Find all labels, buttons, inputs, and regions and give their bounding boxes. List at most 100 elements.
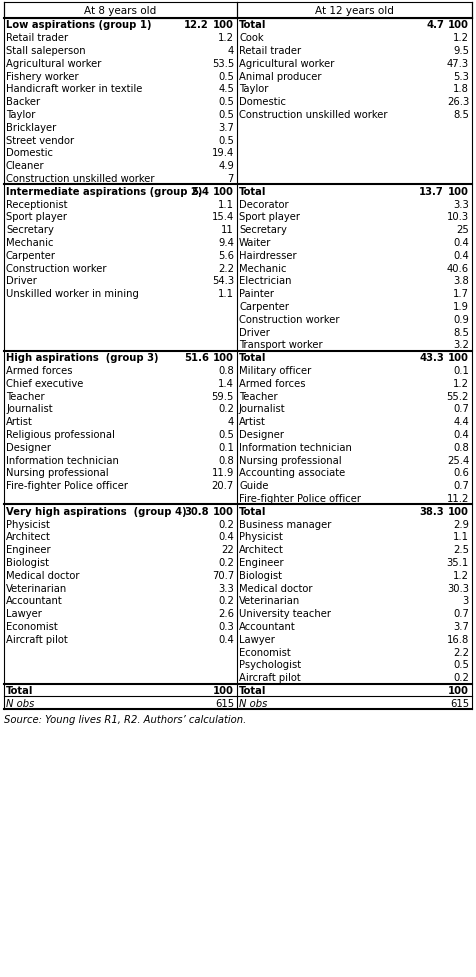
Text: 47.3: 47.3: [447, 59, 469, 68]
Text: Stall saleperson: Stall saleperson: [6, 46, 86, 56]
Text: Accountant: Accountant: [239, 621, 296, 631]
Text: 3.7: 3.7: [453, 621, 469, 631]
Text: Artist: Artist: [6, 417, 33, 427]
Text: 0.7: 0.7: [453, 609, 469, 618]
Text: 100: 100: [448, 685, 469, 696]
Text: 0.4: 0.4: [453, 430, 469, 440]
Text: 9.4: 9.4: [218, 237, 234, 248]
Text: Mechanic: Mechanic: [6, 237, 53, 248]
Text: 0.4: 0.4: [218, 531, 234, 542]
Text: 100: 100: [213, 685, 234, 696]
Text: 2.5: 2.5: [453, 544, 469, 555]
Text: Carpenter: Carpenter: [239, 302, 289, 312]
Text: 26.3: 26.3: [447, 97, 469, 107]
Text: 3.8: 3.8: [453, 276, 469, 286]
Text: Teacher: Teacher: [6, 391, 45, 402]
Text: 0.5: 0.5: [218, 71, 234, 81]
Text: 0.4: 0.4: [218, 634, 234, 644]
Text: 1.1: 1.1: [218, 289, 234, 299]
Text: 0.2: 0.2: [218, 519, 234, 530]
Text: 3.3: 3.3: [453, 199, 469, 209]
Text: 0.5: 0.5: [218, 430, 234, 440]
Text: 100: 100: [448, 353, 469, 362]
Text: 100: 100: [213, 187, 234, 196]
Text: 5.4: 5.4: [191, 187, 209, 196]
Text: Engineer: Engineer: [6, 544, 50, 555]
Text: 1.2: 1.2: [453, 378, 469, 389]
Text: Domestic: Domestic: [239, 97, 286, 107]
Text: Construction unskilled worker: Construction unskilled worker: [6, 174, 155, 184]
Text: Painter: Painter: [239, 289, 274, 299]
Text: 35.1: 35.1: [447, 558, 469, 568]
Text: University teacher: University teacher: [239, 609, 331, 618]
Text: Information technician: Information technician: [6, 455, 119, 465]
Text: 1.1: 1.1: [453, 531, 469, 542]
Text: 53.5: 53.5: [212, 59, 234, 68]
Text: 8.5: 8.5: [453, 327, 469, 337]
Text: Source: Young lives R1, R2. Authors’ calculation.: Source: Young lives R1, R2. Authors’ cal…: [4, 714, 246, 725]
Text: Teacher: Teacher: [239, 391, 278, 402]
Text: 1.1: 1.1: [218, 199, 234, 209]
Text: 40.6: 40.6: [447, 264, 469, 274]
Text: Architect: Architect: [6, 531, 51, 542]
Text: 2.6: 2.6: [218, 609, 234, 618]
Text: 0.5: 0.5: [218, 109, 234, 120]
Text: Agricultural worker: Agricultural worker: [6, 59, 101, 68]
Text: 100: 100: [213, 506, 234, 516]
Text: 615: 615: [215, 699, 234, 708]
Text: 70.7: 70.7: [212, 571, 234, 580]
Text: 38.3: 38.3: [419, 506, 444, 516]
Text: Journalist: Journalist: [239, 404, 286, 414]
Text: Information technician: Information technician: [239, 443, 352, 452]
Text: 19.4: 19.4: [212, 149, 234, 158]
Text: Total: Total: [239, 353, 267, 362]
Text: 22: 22: [221, 544, 234, 555]
Text: Construction worker: Construction worker: [239, 315, 339, 324]
Text: 0.2: 0.2: [218, 404, 234, 414]
Text: 3.7: 3.7: [218, 123, 234, 133]
Text: 8.5: 8.5: [453, 109, 469, 120]
Text: Artist: Artist: [239, 417, 266, 427]
Text: Biologist: Biologist: [239, 571, 282, 580]
Text: Secretary: Secretary: [239, 225, 287, 234]
Text: 11.9: 11.9: [212, 468, 234, 478]
Text: Secretary: Secretary: [6, 225, 54, 234]
Text: 25.4: 25.4: [447, 455, 469, 465]
Text: 4.4: 4.4: [453, 417, 469, 427]
Text: Domestic: Domestic: [6, 149, 53, 158]
Text: Military officer: Military officer: [239, 365, 311, 375]
Text: 0.8: 0.8: [218, 365, 234, 375]
Text: 4.5: 4.5: [218, 84, 234, 95]
Text: Carpenter: Carpenter: [6, 250, 56, 261]
Text: 4: 4: [228, 46, 234, 56]
Text: 5.3: 5.3: [453, 71, 469, 81]
Text: 0.7: 0.7: [453, 404, 469, 414]
Text: Waiter: Waiter: [239, 237, 271, 248]
Text: Psychologist: Psychologist: [239, 659, 301, 669]
Text: Cook: Cook: [239, 33, 264, 43]
Text: 11: 11: [221, 225, 234, 234]
Text: 0.1: 0.1: [218, 443, 234, 452]
Text: 0.5: 0.5: [453, 659, 469, 669]
Text: 15.4: 15.4: [212, 212, 234, 222]
Text: 4: 4: [228, 417, 234, 427]
Text: Decorator: Decorator: [239, 199, 288, 209]
Text: 43.3: 43.3: [419, 353, 444, 362]
Text: Designer: Designer: [6, 443, 51, 452]
Text: High aspirations  (group 3): High aspirations (group 3): [6, 353, 159, 362]
Text: 4.7: 4.7: [426, 21, 444, 30]
Text: 1.2: 1.2: [218, 33, 234, 43]
Text: 13.7: 13.7: [419, 187, 444, 196]
Text: 0.1: 0.1: [453, 365, 469, 375]
Text: Medical doctor: Medical doctor: [6, 571, 79, 580]
Text: 9.5: 9.5: [453, 46, 469, 56]
Text: Lawyer: Lawyer: [6, 609, 42, 618]
Text: Retail trader: Retail trader: [239, 46, 301, 56]
Text: 0.4: 0.4: [453, 237, 469, 248]
Text: Nursing professional: Nursing professional: [6, 468, 109, 478]
Text: 20.7: 20.7: [212, 481, 234, 490]
Text: Economist: Economist: [6, 621, 58, 631]
Text: 10.3: 10.3: [447, 212, 469, 222]
Text: 0.3: 0.3: [218, 621, 234, 631]
Text: 25: 25: [456, 225, 469, 234]
